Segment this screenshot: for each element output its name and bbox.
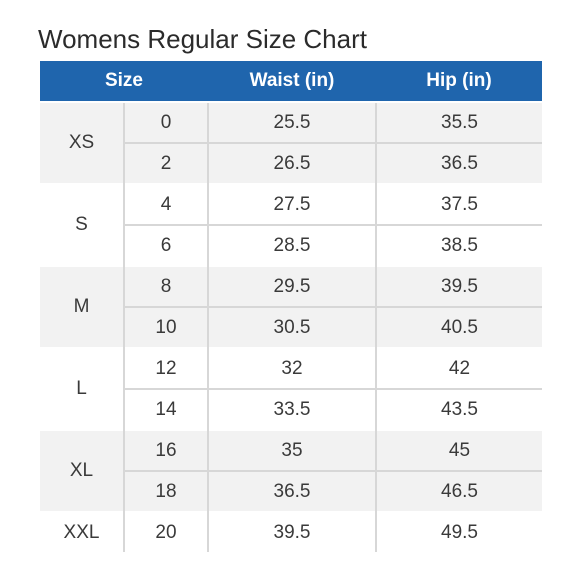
table-row: 2 26.5 36.5 [40,142,542,184]
table-row: M 8 29.5 39.5 [40,265,542,348]
size-letter-cell: L [40,347,124,430]
hip-cell: 43.5 [375,388,542,430]
table-header: Size Waist (in) Hip (in) [40,61,542,102]
size-number-cell: 4 [123,183,208,225]
header-hip: Hip (in) [376,61,542,102]
waist-cell: 28.5 [207,224,376,266]
size-letter-cell: XL [40,429,124,512]
waist-cell: 32 [207,347,376,389]
table-row: 6 28.5 38.5 [40,224,542,266]
hip-cell: 45 [375,429,542,471]
size-letter-cell: M [40,265,124,348]
table-row: XS 0 25.5 35.5 [40,101,542,184]
size-number-cell: 14 [123,388,208,430]
waist-cell: 35 [207,429,376,471]
size-chart-table: Size Waist (in) Hip (in) XS 0 25.5 35.5 2 26.… [40,61,542,552]
size-number-cell: 18 [123,470,208,512]
size-letter-cell: XS [40,101,124,184]
table-row: 14 33.5 43.5 [40,388,542,430]
waist-cell: 33.5 [207,388,376,430]
size-number-cell: 8 [123,265,208,307]
waist-cell: 30.5 [207,306,376,348]
table-row: XXL 20 39.5 49.5 [40,511,542,552]
hip-cell: 37.5 [375,183,542,225]
size-letter-cell: S [40,183,124,266]
table-body: XS 0 25.5 35.5 2 26.5 36.5 S 4 27.5 37.5 6 28.5 38.5 M… [40,101,542,552]
waist-cell: 25.5 [207,101,376,143]
header-row: Size Waist (in) Hip (in) [40,61,542,102]
table-row: L 12 32 42 [40,347,542,430]
table-row: 18 36.5 46.5 [40,470,542,512]
hip-cell: 39.5 [375,265,542,307]
hip-cell: 40.5 [375,306,542,348]
header-size: Size [40,61,208,102]
table-row: 10 30.5 40.5 [40,306,542,348]
waist-cell: 26.5 [207,142,376,184]
size-number-cell: 10 [123,306,208,348]
waist-cell: 29.5 [207,265,376,307]
table-row: S 4 27.5 37.5 [40,183,542,266]
hip-cell: 42 [375,347,542,389]
hip-cell: 46.5 [375,470,542,512]
waist-cell: 39.5 [207,511,376,552]
size-number-cell: 12 [123,347,208,389]
size-number-cell: 0 [123,101,208,143]
size-letter-cell: XXL [40,511,124,552]
header-waist: Waist (in) [208,61,376,102]
size-number-cell: 20 [123,511,208,552]
size-number-cell: 6 [123,224,208,266]
hip-cell: 38.5 [375,224,542,266]
page-title: Womens Regular Size Chart [38,24,367,54]
size-number-cell: 2 [123,142,208,184]
hip-cell: 35.5 [375,101,542,143]
size-number-cell: 16 [123,429,208,471]
hip-cell: 49.5 [375,511,542,552]
table-row: XL 16 35 45 [40,429,542,512]
waist-cell: 36.5 [207,470,376,512]
waist-cell: 27.5 [207,183,376,225]
hip-cell: 36.5 [375,142,542,184]
